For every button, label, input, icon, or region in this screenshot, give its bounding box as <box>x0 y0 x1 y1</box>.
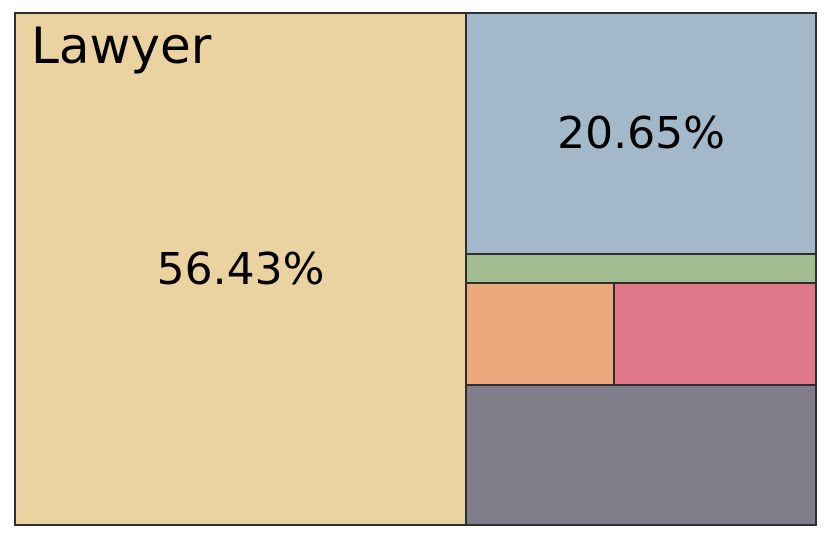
tile-lawyer-label: Lawyer <box>31 17 212 75</box>
treemap-tile-green <box>466 254 816 283</box>
tile-blue-value: 20.65% <box>557 108 725 159</box>
treemap-tile-lawyer: Lawyer 56.43% <box>15 13 466 525</box>
treemap-tile-gray <box>466 385 816 525</box>
treemap-tile-blue: 20.65% <box>466 13 816 254</box>
treemap-tile-red <box>614 283 816 385</box>
treemap: Lawyer 56.43% 20.65% <box>14 12 817 526</box>
tile-lawyer-value: 56.43% <box>156 243 325 295</box>
treemap-tile-orange <box>466 283 614 385</box>
